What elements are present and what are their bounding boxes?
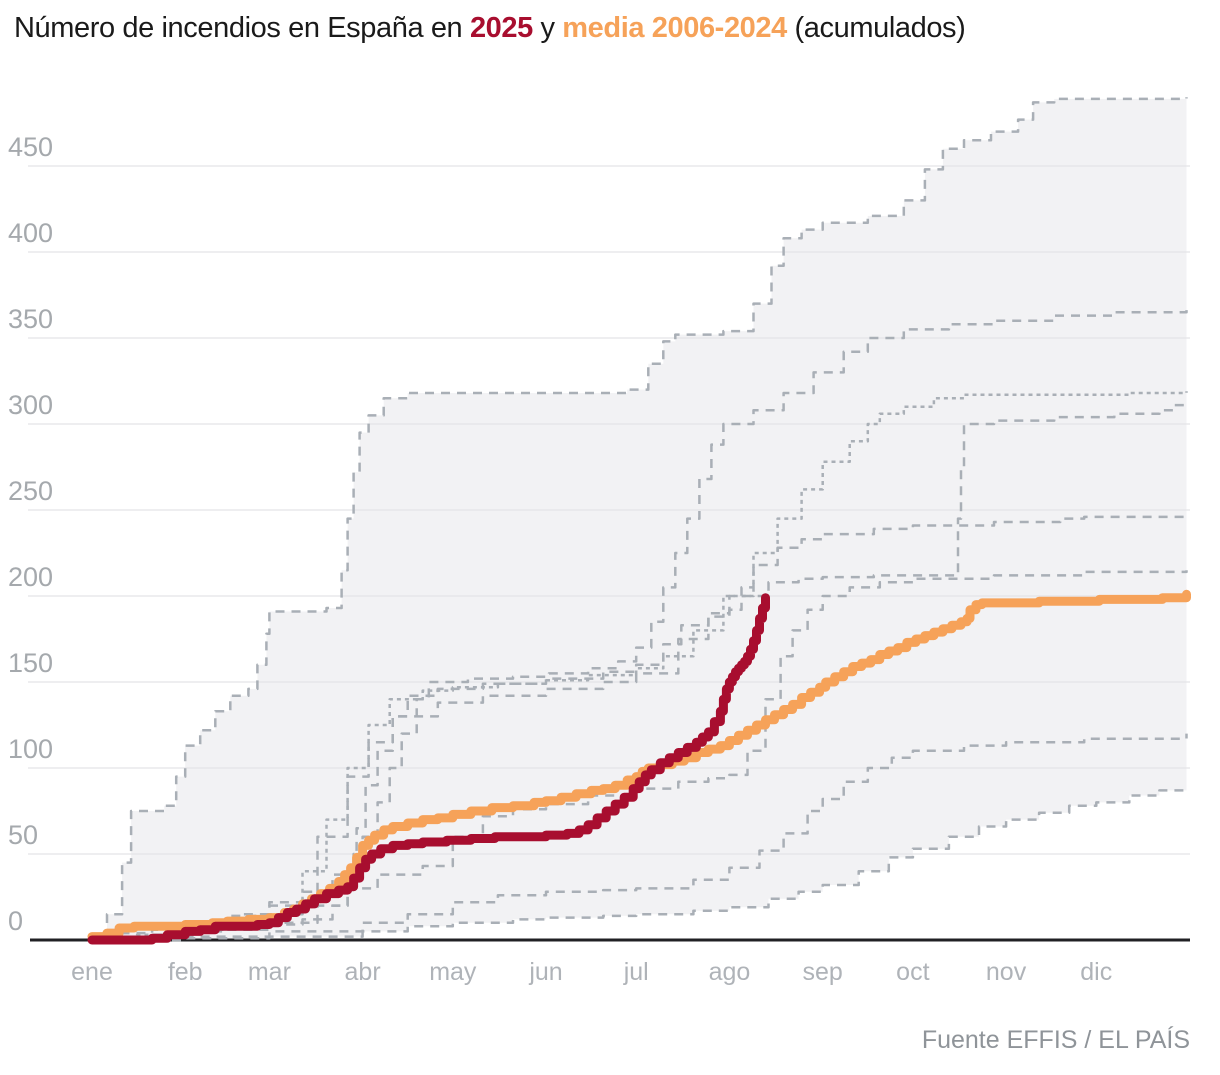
y-tick-label-350: 350 <box>8 304 53 334</box>
title-connector: y <box>532 12 563 44</box>
line-year-8 <box>92 786 1188 942</box>
y-tick-label-0: 0 <box>8 906 23 936</box>
y-tick-label-300: 300 <box>8 390 53 420</box>
envelope-band <box>92 97 1187 940</box>
y-tick-label-150: 150 <box>8 648 53 678</box>
title-suffix: (acumulados) <box>786 12 966 44</box>
y-tick-label-200: 200 <box>8 562 53 592</box>
x-tick-label-oct: oct <box>896 958 929 986</box>
x-tick-label-mar: mar <box>248 958 291 986</box>
title-prefix: Número de incendios en España en <box>14 12 470 44</box>
x-tick-label-jul: jul <box>623 958 649 986</box>
x-tick-label-ago: ago <box>709 958 751 986</box>
chart-title: Número de incendios en España en 2025 y … <box>14 12 1204 45</box>
x-tick-label-ene: ene <box>71 958 113 986</box>
line-year-1 <box>92 97 1188 942</box>
x-tick-label-feb: feb <box>168 958 203 986</box>
x-tick-label-dic: dic <box>1080 958 1112 986</box>
y-tick-label-100: 100 <box>8 734 53 764</box>
y-tick-label-250: 250 <box>8 476 53 506</box>
source-credit: Fuente EFFIS / EL PAÍS <box>921 1026 1190 1054</box>
line-2025 <box>87 593 770 945</box>
line-year-7 <box>92 733 1188 942</box>
x-tick-label-sep: sep <box>802 958 842 986</box>
x-tick-label-may: may <box>429 958 477 986</box>
line-year-6 <box>92 570 1188 940</box>
y-tick-label-400: 400 <box>8 218 53 248</box>
line-year-4 <box>92 401 1188 940</box>
x-tick-label-nov: nov <box>986 958 1027 986</box>
x-tick-label-jun: jun <box>528 958 562 986</box>
line-year-5 <box>92 515 1188 940</box>
x-tick-label-abr: abr <box>345 958 381 986</box>
y-tick-label-50: 50 <box>8 820 38 850</box>
line-year-3 <box>92 391 1188 940</box>
title-media-label: media 2006-2024 <box>562 12 787 44</box>
title-year-2025: 2025 <box>469 12 533 44</box>
y-tick-label-450: 450 <box>8 132 53 162</box>
